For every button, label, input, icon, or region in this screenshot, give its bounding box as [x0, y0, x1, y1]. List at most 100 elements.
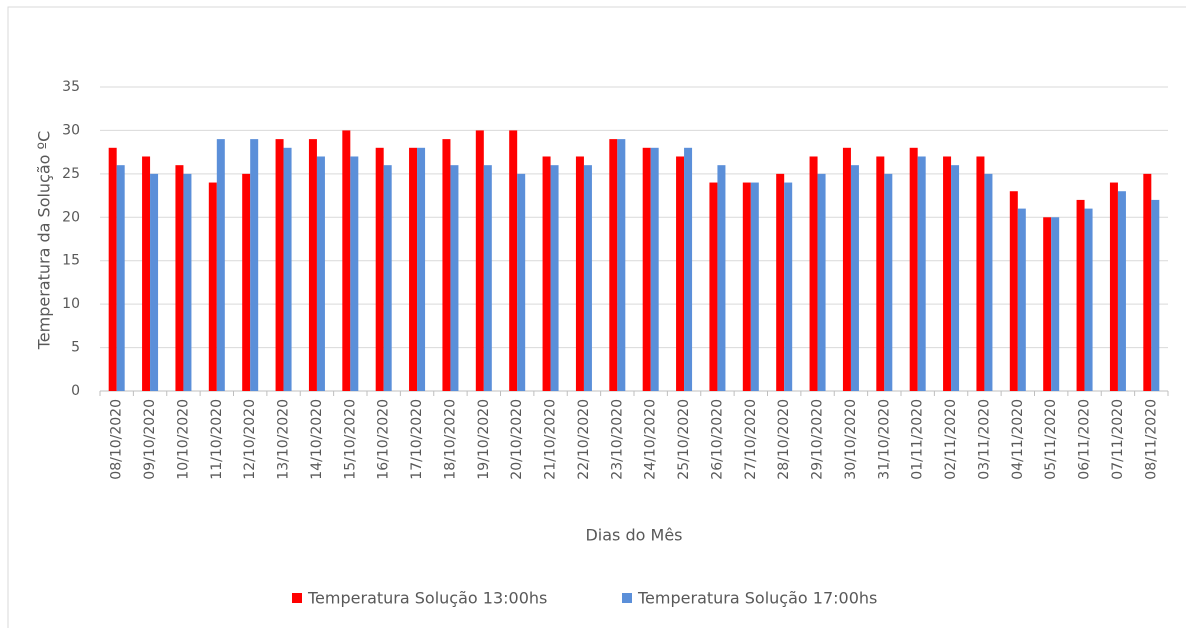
x-tick-label: 24/10/2020	[643, 399, 659, 480]
bar	[776, 173, 785, 391]
bar	[1109, 182, 1118, 391]
legend-swatch	[292, 593, 302, 603]
bar	[784, 182, 793, 391]
bar	[483, 165, 492, 391]
y-tick-label: 25	[62, 166, 80, 182]
bar	[1143, 173, 1152, 391]
bar	[409, 147, 418, 391]
bar	[475, 130, 484, 391]
bar	[876, 156, 885, 391]
bar	[676, 156, 685, 391]
x-tick-label: 25/10/2020	[676, 399, 692, 480]
bar	[242, 173, 251, 391]
y-tick-label: 10	[62, 296, 80, 312]
bar	[342, 130, 351, 391]
bar	[850, 165, 859, 391]
y-tick-label: 20	[62, 209, 80, 225]
x-tick-label: 16/10/2020	[376, 399, 392, 480]
bar	[951, 165, 960, 391]
y-tick-label: 35	[62, 79, 80, 95]
x-tick-label: 08/11/2020	[1143, 399, 1159, 480]
bar	[742, 182, 751, 391]
bar	[709, 182, 718, 391]
bar	[442, 139, 451, 391]
x-tick-label: 26/10/2020	[709, 399, 725, 480]
bar	[943, 156, 952, 391]
x-tick-label: 08/10/2020	[109, 399, 125, 480]
x-tick-label: 03/11/2020	[976, 399, 992, 480]
bar	[350, 156, 359, 391]
x-tick-label: 23/10/2020	[609, 399, 625, 480]
bar	[175, 165, 184, 391]
x-tick-label: 07/11/2020	[1110, 399, 1126, 480]
x-tick-label: 02/11/2020	[943, 399, 959, 480]
bar	[108, 147, 117, 391]
x-tick-label: 20/10/2020	[509, 399, 525, 480]
x-tick-label: 22/10/2020	[576, 399, 592, 480]
bar	[1151, 199, 1160, 391]
x-tick-label: 28/10/2020	[776, 399, 792, 480]
x-tick-label: 15/10/2020	[342, 399, 358, 480]
bar	[308, 139, 317, 391]
bar	[216, 139, 225, 391]
x-tick-label: 11/10/2020	[209, 399, 225, 480]
bar	[1076, 199, 1085, 391]
bar	[550, 165, 559, 391]
bar	[1117, 191, 1126, 391]
bar	[417, 147, 426, 391]
x-axis-title: Dias do Mês	[585, 526, 682, 545]
bar	[1017, 208, 1026, 391]
legend-label: Temperatura Solução 17:00hs	[637, 589, 877, 608]
bar	[984, 173, 993, 391]
bar	[575, 156, 584, 391]
bar	[717, 165, 726, 391]
bar	[750, 182, 759, 391]
bar	[509, 130, 518, 391]
bar	[650, 147, 659, 391]
bar	[684, 147, 693, 391]
x-tick-label: 10/10/2020	[175, 399, 191, 480]
bar	[976, 156, 985, 391]
legend-label: Temperatura Solução 13:00hs	[307, 589, 547, 608]
x-tick-label: 13/10/2020	[276, 399, 292, 480]
bar	[583, 165, 592, 391]
bar	[517, 173, 526, 391]
x-tick-label: 05/11/2020	[1043, 399, 1059, 480]
bar	[809, 156, 818, 391]
y-tick-label: 5	[71, 340, 80, 356]
y-tick-label: 15	[62, 253, 80, 269]
bar	[450, 165, 459, 391]
x-tick-label: 30/10/2020	[843, 399, 859, 480]
x-tick-label: 29/10/2020	[810, 399, 826, 480]
bar	[375, 147, 384, 391]
x-tick-label: 19/10/2020	[476, 399, 492, 480]
bar	[283, 147, 292, 391]
bar	[250, 139, 259, 391]
bar	[842, 147, 851, 391]
bar	[1009, 191, 1018, 391]
x-tick-label: 31/10/2020	[876, 399, 892, 480]
x-tick-label: 27/10/2020	[743, 399, 759, 480]
bar	[1051, 217, 1060, 391]
x-tick-label: 21/10/2020	[543, 399, 559, 480]
x-tick-label: 04/11/2020	[1010, 399, 1026, 480]
y-tick-label: 30	[62, 122, 80, 138]
bar	[183, 173, 192, 391]
bar	[817, 173, 826, 391]
legend-swatch	[622, 593, 632, 603]
chart-frame	[7, 6, 1186, 632]
x-tick-label: 12/10/2020	[242, 399, 258, 480]
bar	[884, 173, 893, 391]
y-tick-label: 0	[71, 383, 80, 399]
bar	[909, 147, 918, 391]
bar	[917, 156, 926, 391]
bar	[275, 139, 284, 391]
bar	[617, 139, 626, 391]
x-tick-label: 06/11/2020	[1077, 399, 1093, 480]
bar	[116, 165, 125, 391]
x-tick-label: 18/10/2020	[442, 399, 458, 480]
bar	[316, 156, 325, 391]
bar	[142, 156, 151, 391]
bar	[150, 173, 159, 391]
